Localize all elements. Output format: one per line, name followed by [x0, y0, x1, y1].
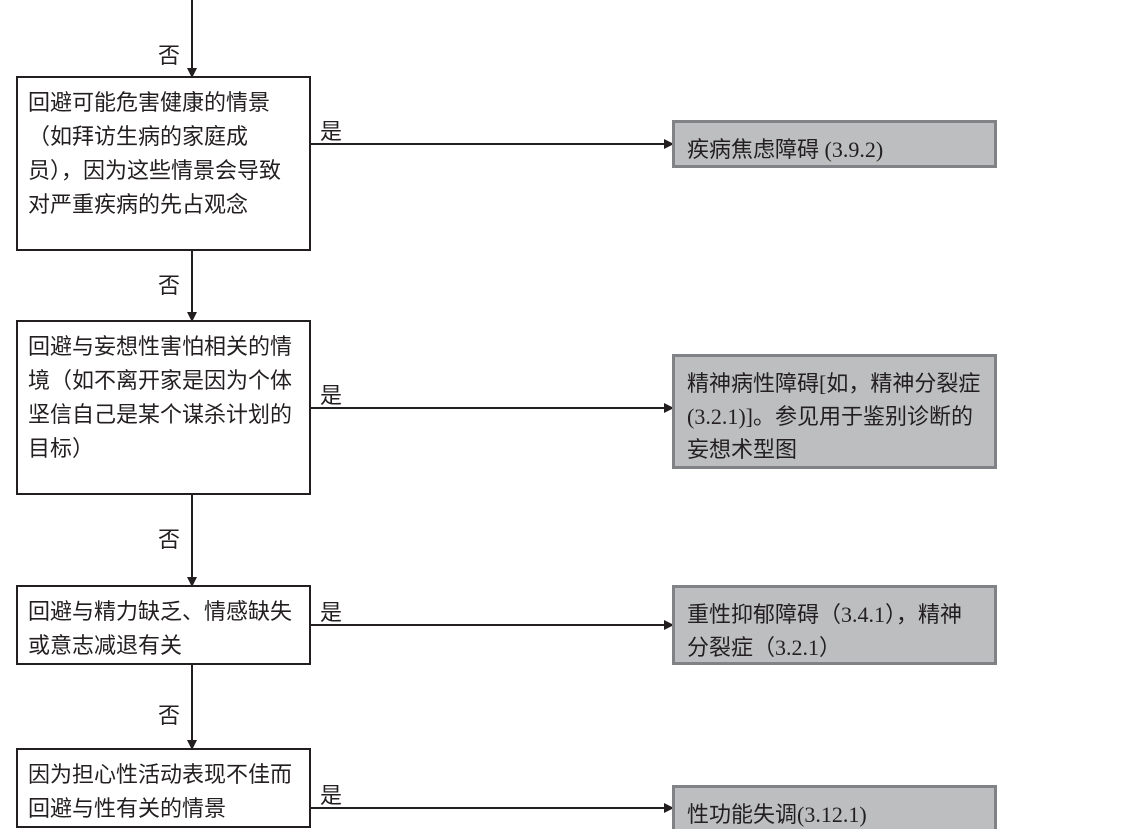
- result-text: 精神病性障碍[如，精神分裂症(3.2.1)]。参见用于鉴别诊断的妄想术型图: [687, 371, 980, 462]
- question-box-2: 回避与妄想性害怕相关的情境（如不离开家是因为个体坚信自己是某个谋杀计划的目标）: [16, 320, 311, 495]
- edge-label-yes-2: 是: [320, 378, 342, 410]
- result-text: 性功能失调(3.12.1): [687, 802, 867, 827]
- question-text: 回避与精力缺乏、情感缺失或意志减退有关: [28, 599, 292, 658]
- question-text: 回避可能危害健康的情景（如拜访生病的家庭成员），因为这些情景会导致对严重疾病的先…: [28, 90, 281, 217]
- question-box-3: 回避与精力缺乏、情感缺失或意志减退有关: [16, 585, 311, 665]
- question-text: 回避与妄想性害怕相关的情境（如不离开家是因为个体坚信自己是某个谋杀计划的目标）: [28, 334, 292, 461]
- flowchart-canvas: 回避可能危害健康的情景（如拜访生病的家庭成员），因为这些情景会导致对严重疾病的先…: [0, 0, 1138, 829]
- edge-label-yes-4: 是: [320, 778, 342, 810]
- question-text: 因为担心性活动表现不佳而回避与性有关的情景: [28, 762, 292, 821]
- result-text: 重性抑郁障碍（3.4.1），精神分裂症（3.2.1）: [687, 602, 962, 660]
- question-box-4: 因为担心性活动表现不佳而回避与性有关的情景: [16, 748, 311, 828]
- result-box-1: 疾病焦虑障碍 (3.9.2): [672, 120, 997, 168]
- question-box-1: 回避可能危害健康的情景（如拜访生病的家庭成员），因为这些情景会导致对严重疾病的先…: [16, 76, 311, 251]
- edge-label-no-12: 否: [158, 268, 180, 300]
- edge-label-yes-3: 是: [320, 595, 342, 627]
- result-box-4: 性功能失调(3.12.1): [672, 785, 997, 829]
- result-box-2: 精神病性障碍[如，精神分裂症(3.2.1)]。参见用于鉴别诊断的妄想术型图: [672, 354, 997, 469]
- edge-label-yes-1: 是: [320, 114, 342, 146]
- result-text: 疾病焦虑障碍 (3.9.2): [687, 137, 883, 162]
- result-box-3: 重性抑郁障碍（3.4.1），精神分裂症（3.2.1）: [672, 585, 997, 665]
- edge-label-no-23: 否: [158, 522, 180, 554]
- edge-label-no-34: 否: [158, 698, 180, 730]
- edge-label-no-in: 否: [158, 38, 180, 70]
